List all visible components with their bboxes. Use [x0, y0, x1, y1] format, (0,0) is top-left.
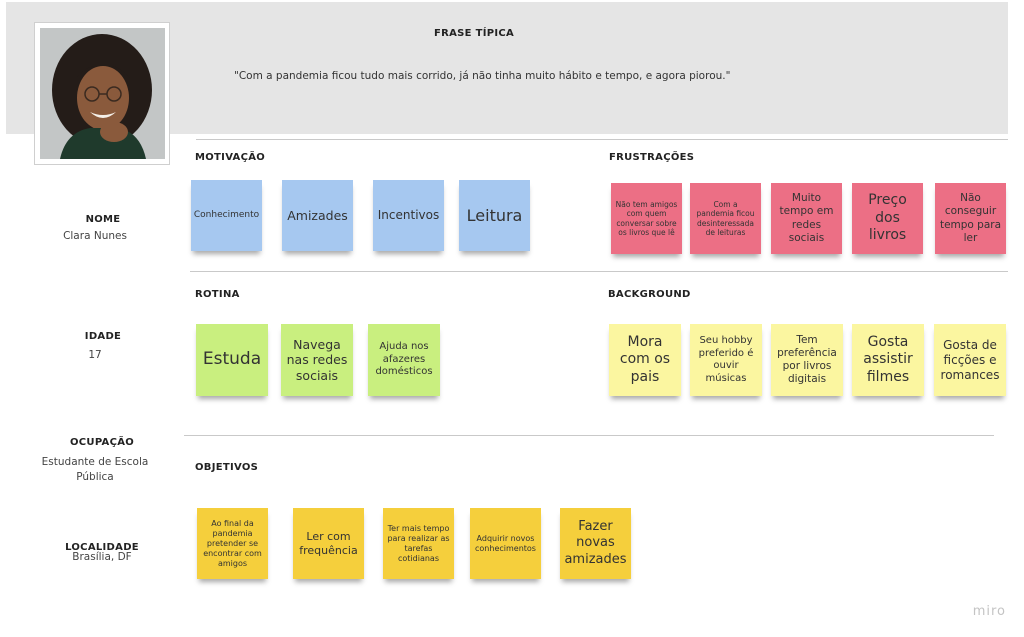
phrase-quote[interactable]: "Com a pandemia ficou tudo mais corrido,…: [234, 70, 731, 82]
sticky-note[interactable]: Estuda: [196, 324, 268, 396]
sticky-note[interactable]: Ao final da pandemia pretender se encont…: [197, 508, 268, 579]
divider-line: [196, 139, 1008, 140]
sticky-note[interactable]: Gosta de ficções e romances: [934, 324, 1006, 396]
sticky-note[interactable]: Leitura: [459, 180, 530, 251]
localidade-value[interactable]: Brasília, DF: [72, 551, 132, 563]
sticky-note[interactable]: Ler com frequência: [293, 508, 364, 579]
sticky-note[interactable]: Não tem amigos com quem conversar sobre …: [611, 183, 682, 254]
divider-line: [184, 435, 994, 436]
miro-logo: miro: [972, 604, 1006, 619]
localidade-label: LOCALIDADE: [65, 542, 139, 553]
sticky-note[interactable]: Muito tempo em redes sociais: [771, 183, 842, 254]
sticky-note[interactable]: Com a pandemia ficou desinteressada de l…: [690, 183, 761, 254]
sticky-note[interactable]: Navega nas redes sociais: [281, 324, 353, 396]
motivacao-title: MOTIVAÇÃO: [195, 152, 266, 163]
persona-photo-frame[interactable]: [34, 22, 170, 165]
sticky-note[interactable]: Tem preferência por livros digitais: [771, 324, 843, 396]
sticky-note[interactable]: Adquirir novos conhecimentos: [470, 508, 541, 579]
phrase-title: FRASE TÍPICA: [434, 28, 515, 39]
idade-label: IDADE: [84, 331, 122, 342]
sticky-note[interactable]: Preço dos livros: [852, 183, 923, 254]
sticky-note[interactable]: Não conseguir tempo para ler: [935, 183, 1006, 254]
background-title: BACKGROUND: [608, 289, 691, 300]
sticky-note[interactable]: Incentivos: [373, 180, 444, 251]
sticky-note[interactable]: Amizades: [282, 180, 353, 251]
sticky-note[interactable]: Ter mais tempo para realizar as tarefas …: [383, 508, 454, 579]
nome-label: NOME: [85, 214, 121, 225]
rotina-title: ROTINA: [195, 289, 240, 300]
idade-value[interactable]: 17: [88, 349, 102, 361]
sticky-note[interactable]: Conhecimento: [191, 180, 262, 251]
sticky-note[interactable]: Ajuda nos afazeres domésticos: [368, 324, 440, 396]
header-band: [6, 2, 1008, 134]
nome-value[interactable]: Clara Nunes: [63, 230, 127, 242]
divider-line: [190, 271, 1008, 272]
sticky-note[interactable]: Gosta assistir filmes: [852, 324, 924, 396]
sticky-note[interactable]: Seu hobby preferido é ouvir músicas: [690, 324, 762, 396]
frustracoes-title: FRUSTRAÇÕES: [609, 152, 695, 163]
sticky-note[interactable]: Fazer novas amizades: [560, 508, 631, 579]
objetivos-title: OBJETIVOS: [195, 462, 259, 473]
ocupacao-label: OCUPAÇÃO: [69, 437, 135, 448]
sticky-note[interactable]: Mora com os pais: [609, 324, 681, 396]
persona-photo: [40, 28, 165, 159]
ocupacao-value[interactable]: Estudante de Escola Pública: [41, 456, 149, 483]
